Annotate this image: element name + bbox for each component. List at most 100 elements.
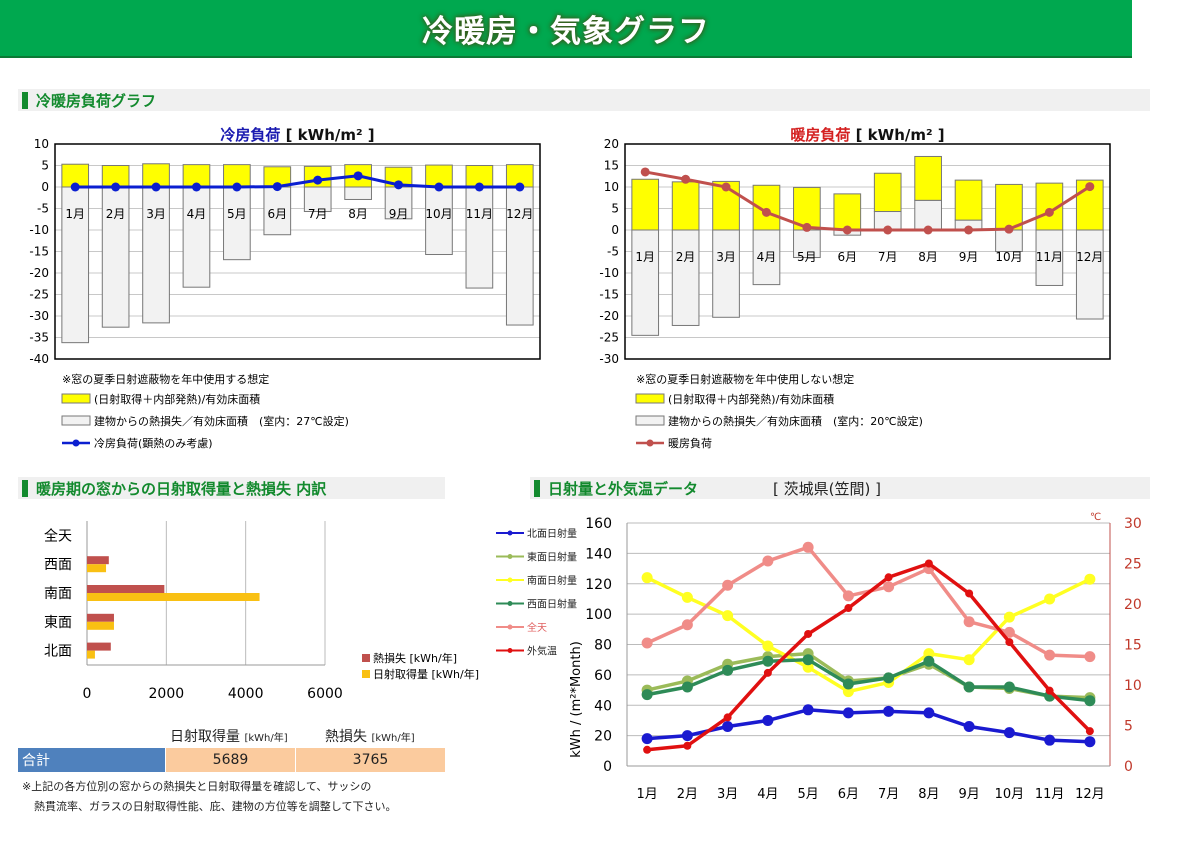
loss-bar bbox=[712, 229, 740, 318]
legend-label: 西面日射量 bbox=[527, 599, 577, 611]
data-point bbox=[722, 579, 734, 591]
gain-bar bbox=[833, 193, 862, 231]
y2-tick-label: 15 bbox=[1124, 638, 1142, 654]
bar-gain bbox=[87, 564, 107, 573]
y-tick-label: 0 bbox=[611, 223, 619, 237]
data-point bbox=[1003, 626, 1015, 638]
data-point bbox=[1044, 649, 1056, 661]
load-point bbox=[1044, 207, 1054, 217]
x-tick-label: 0 bbox=[83, 686, 92, 702]
y2-unit-label: ℃ bbox=[1090, 512, 1101, 523]
legend-label: (日射取得＋内部発熱)/有効床面積 bbox=[668, 392, 834, 406]
load-point bbox=[964, 225, 974, 235]
category-label: 南面 bbox=[44, 586, 72, 602]
data-point bbox=[802, 704, 814, 716]
load-point bbox=[681, 174, 691, 184]
load-point bbox=[802, 222, 812, 232]
data-point bbox=[883, 581, 895, 593]
y-tick-label: -10 bbox=[599, 266, 619, 280]
month-label: 9月 bbox=[389, 207, 409, 221]
data-point bbox=[1003, 727, 1015, 739]
y-tick-label: 20 bbox=[604, 137, 619, 151]
y-tick-label: -25 bbox=[599, 331, 619, 345]
data-point bbox=[1084, 695, 1096, 707]
load-point bbox=[232, 182, 242, 192]
y-tick-label: -30 bbox=[599, 352, 619, 366]
y-tick-label: -20 bbox=[599, 309, 619, 323]
data-point bbox=[1044, 734, 1056, 746]
data-point bbox=[1045, 686, 1054, 695]
month-label: 4月 bbox=[757, 250, 777, 264]
data-point bbox=[681, 730, 693, 742]
data-point bbox=[884, 573, 893, 582]
y-tick-label: 0 bbox=[41, 180, 49, 194]
loss-bar bbox=[631, 229, 660, 336]
load-point bbox=[434, 182, 444, 192]
data-point bbox=[722, 721, 734, 733]
y-tick-label: -25 bbox=[29, 288, 49, 302]
month-label: 8月 bbox=[348, 207, 368, 221]
data-point bbox=[641, 733, 653, 745]
data-point bbox=[641, 689, 653, 701]
y-tick-label: 10 bbox=[604, 180, 619, 194]
y-tick-label: -15 bbox=[599, 288, 619, 302]
totals-label: 合計 bbox=[18, 748, 165, 772]
gain-bar bbox=[631, 178, 660, 231]
month-label: 2月 bbox=[677, 787, 698, 802]
data-point bbox=[762, 555, 774, 567]
month-label: 5月 bbox=[227, 207, 247, 221]
y2-tick-label: 0 bbox=[1124, 759, 1133, 775]
data-point bbox=[804, 629, 813, 638]
data-point bbox=[1003, 611, 1015, 623]
section-marker bbox=[22, 91, 28, 109]
data-point bbox=[802, 541, 814, 553]
data-point bbox=[965, 589, 974, 598]
totals-loss-value: 3765 bbox=[296, 748, 445, 772]
load-point bbox=[1085, 182, 1095, 192]
month-label: 2月 bbox=[676, 250, 696, 264]
series-line bbox=[646, 708, 1090, 744]
load-line bbox=[644, 170, 1091, 232]
month-label: 4月 bbox=[187, 207, 207, 221]
legend-label: 建物からの熱損失／有効床面積 (室内：20℃設定) bbox=[668, 414, 923, 428]
month-label: 9月 bbox=[958, 787, 979, 802]
category-label: 東面 bbox=[44, 615, 72, 631]
data-point bbox=[883, 705, 895, 717]
legend-swatch-gain bbox=[635, 393, 665, 404]
legend-marker bbox=[646, 439, 654, 447]
data-point bbox=[1084, 736, 1096, 748]
data-point bbox=[963, 681, 975, 693]
month-label: 11月 bbox=[466, 207, 493, 221]
load-point bbox=[272, 182, 282, 192]
month-label: 7月 bbox=[308, 207, 328, 221]
data-point bbox=[842, 678, 854, 690]
legend-marker bbox=[507, 601, 513, 606]
month-label: 6月 bbox=[838, 787, 859, 802]
gain-bar bbox=[914, 155, 942, 201]
y2-tick-label: 30 bbox=[1124, 516, 1142, 532]
y-axis-label: kWh / (m²*Month) bbox=[569, 641, 584, 758]
section-marker bbox=[22, 479, 28, 497]
data-point bbox=[762, 655, 774, 667]
data-point bbox=[681, 681, 693, 693]
data-point bbox=[762, 640, 774, 652]
y-tick-label: 140 bbox=[585, 546, 612, 562]
x-tick-label: 6000 bbox=[307, 686, 343, 702]
y-tick-label: 20 bbox=[594, 729, 612, 745]
bar-gain bbox=[87, 593, 260, 601]
loss-bar bbox=[182, 186, 211, 288]
bar-gain bbox=[87, 621, 114, 630]
data-point bbox=[641, 637, 653, 649]
data-point bbox=[924, 559, 933, 568]
y2-tick-label: 25 bbox=[1124, 557, 1142, 573]
section-header-windows: 暖房期の窓からの日射取得量と熱損失 内訳 bbox=[18, 477, 445, 499]
data-point bbox=[923, 655, 935, 667]
data-point bbox=[683, 741, 692, 750]
data-point bbox=[802, 654, 814, 666]
load-point bbox=[515, 182, 525, 192]
month-label: 8月 bbox=[918, 787, 939, 802]
legend-label: 暖房負荷 bbox=[668, 437, 712, 450]
data-point bbox=[1005, 638, 1014, 647]
y-tick-label: -30 bbox=[29, 309, 49, 323]
data-point bbox=[681, 619, 693, 631]
